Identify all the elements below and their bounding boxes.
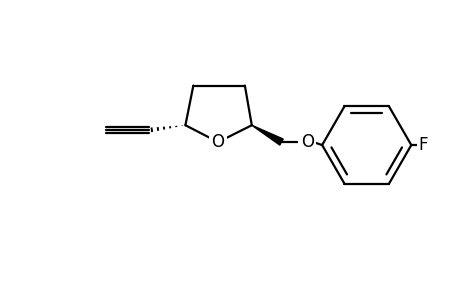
Text: O: O xyxy=(300,133,313,151)
Text: F: F xyxy=(418,136,427,154)
Polygon shape xyxy=(251,125,283,145)
Text: O: O xyxy=(211,133,224,151)
